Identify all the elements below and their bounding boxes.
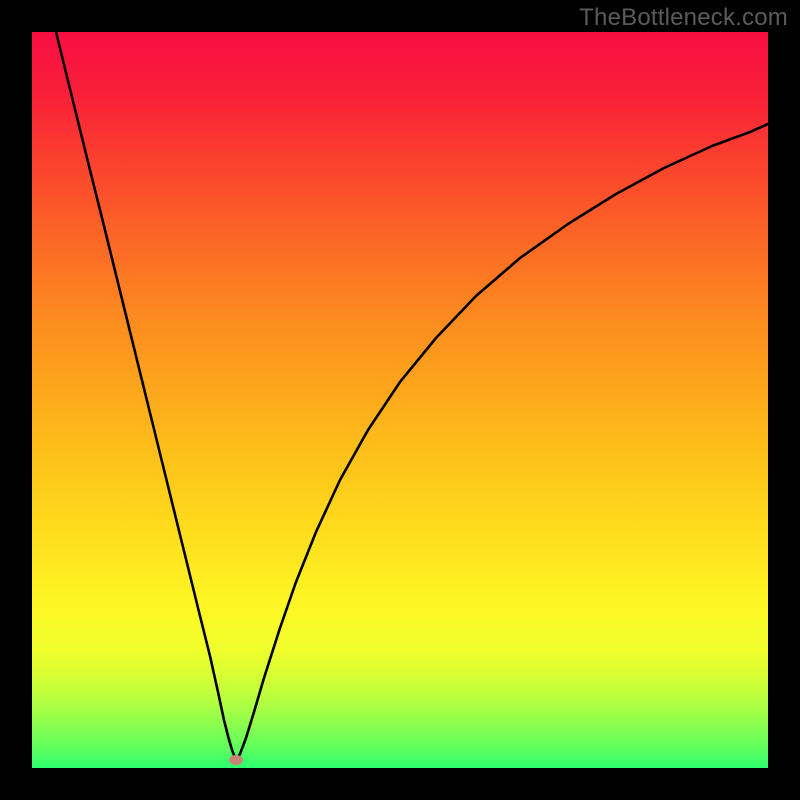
chart-frame: TheBottleneck.com bbox=[0, 0, 800, 800]
bottleneck-curve bbox=[32, 32, 768, 768]
plot-area bbox=[32, 32, 768, 768]
min-point-marker bbox=[229, 755, 243, 765]
watermark-label: TheBottleneck.com bbox=[579, 4, 788, 32]
